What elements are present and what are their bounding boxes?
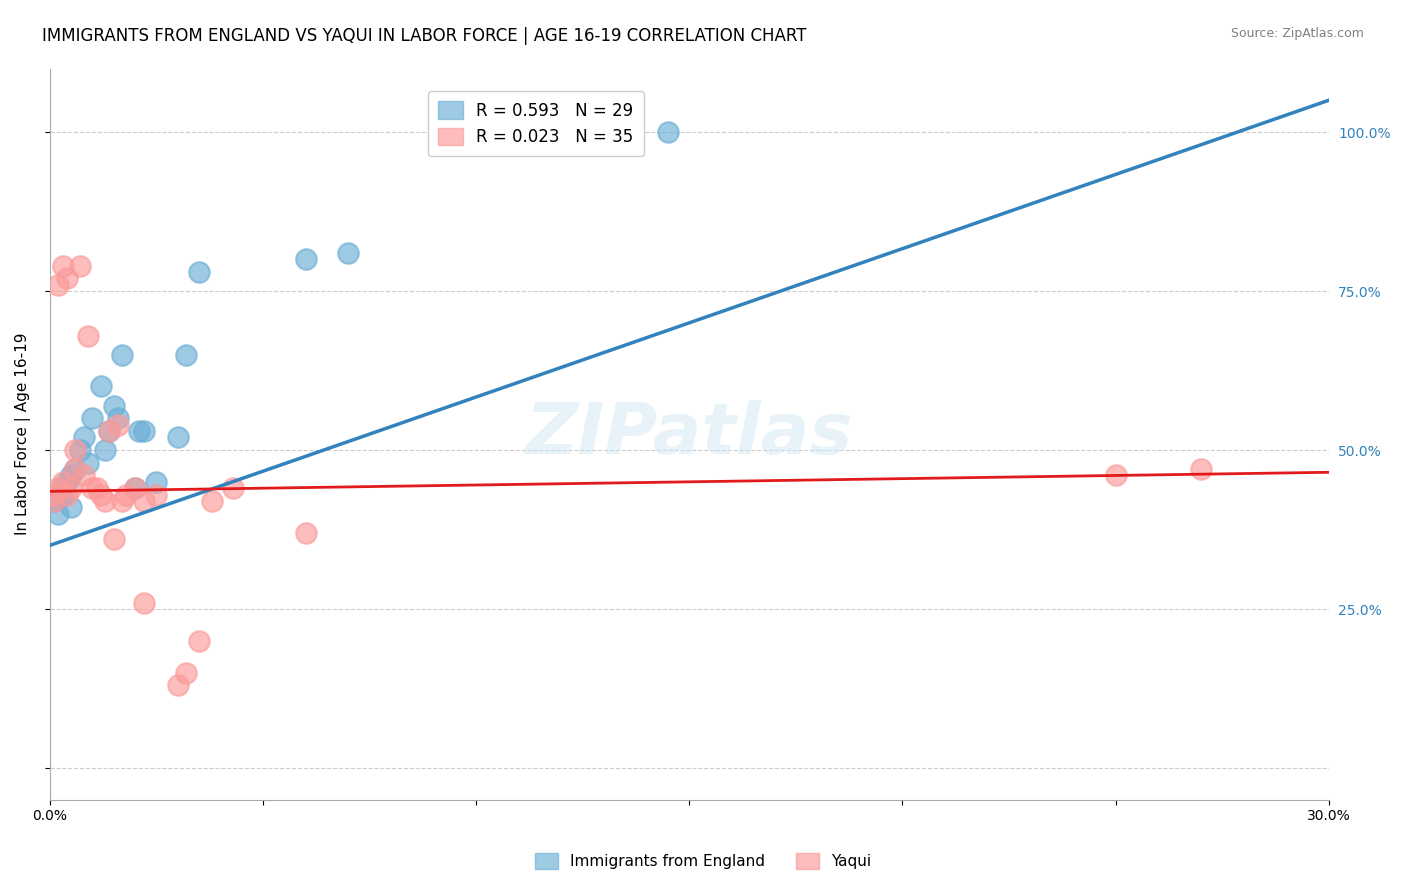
Point (222, 481, 245, 495)
Point (90, 379, 112, 393)
Point (94, 494, 117, 508)
Point (657, 125, 679, 139)
Point (60, 481, 83, 495)
Point (111, 348, 134, 362)
Point (166, 430, 188, 444)
Point (73, 468, 96, 483)
Point (56, 475, 79, 489)
Point (98, 424, 121, 438)
Point (166, 678, 188, 692)
Point (51, 259, 73, 273)
Point (51, 481, 73, 495)
Point (174, 665, 197, 680)
Point (103, 399, 125, 413)
Point (188, 633, 211, 648)
Point (77, 328, 100, 343)
Point (42, 487, 65, 501)
Point (73, 430, 96, 444)
Point (86, 481, 108, 495)
Text: ZIPatlas: ZIPatlas (526, 400, 853, 468)
Point (201, 494, 224, 508)
Point (132, 424, 155, 438)
Point (1189, 462, 1212, 476)
Point (56, 487, 79, 501)
Point (42, 494, 65, 508)
Point (42, 494, 65, 508)
Point (65, 443, 87, 458)
Point (1104, 468, 1126, 483)
Point (94, 443, 117, 458)
Point (65, 462, 87, 476)
Point (51, 487, 73, 501)
Point (128, 424, 150, 438)
Legend: R = 0.593   N = 29, R = 0.023   N = 35: R = 0.593 N = 29, R = 0.023 N = 35 (427, 92, 644, 156)
Point (174, 348, 197, 362)
Point (111, 494, 134, 508)
Point (124, 481, 146, 495)
Point (82, 411, 104, 425)
Text: Source: ZipAtlas.com: Source: ZipAtlas.com (1230, 27, 1364, 40)
Point (56, 271, 79, 285)
Point (593, 125, 616, 139)
Point (60, 500, 83, 515)
Point (124, 481, 146, 495)
Point (65, 462, 87, 476)
Point (51, 475, 73, 489)
Point (107, 411, 129, 425)
Y-axis label: In Labor Force | Age 16-19: In Labor Force | Age 16-19 (15, 333, 31, 535)
Point (46, 277, 69, 292)
Point (145, 487, 167, 501)
Legend: Immigrants from England, Yaqui: Immigrants from England, Yaqui (529, 847, 877, 875)
Point (98, 424, 121, 438)
Point (82, 481, 104, 495)
Point (77, 456, 100, 470)
Point (46, 507, 69, 521)
Point (115, 487, 138, 501)
Point (69, 443, 91, 458)
Point (294, 252, 316, 267)
Point (188, 265, 211, 279)
Point (90, 487, 112, 501)
Point (337, 246, 360, 260)
Point (294, 525, 316, 540)
Point (46, 481, 69, 495)
Point (60, 468, 83, 483)
Text: IMMIGRANTS FROM ENGLAND VS YAQUI IN LABOR FORCE | AGE 16-19 CORRELATION CHART: IMMIGRANTS FROM ENGLAND VS YAQUI IN LABO… (42, 27, 807, 45)
Point (145, 475, 167, 489)
Point (103, 532, 125, 546)
Point (132, 494, 155, 508)
Point (132, 596, 155, 610)
Point (107, 417, 129, 432)
Point (69, 259, 91, 273)
